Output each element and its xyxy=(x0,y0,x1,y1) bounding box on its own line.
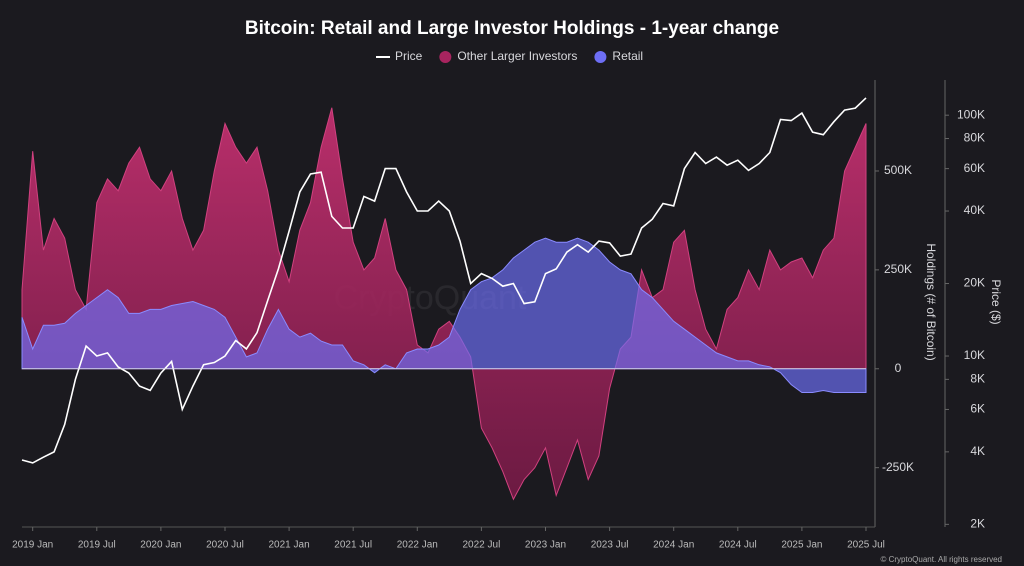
y-axis-title: Holdings (# of Bitcoin) xyxy=(924,243,938,360)
x-tick-label: 2025 Jul xyxy=(847,540,885,551)
x-tick-label: 2024 Jan xyxy=(653,540,694,551)
y2-tick-label: 10K xyxy=(964,348,985,362)
x-tick-label: 2023 Jan xyxy=(525,540,566,551)
y-tick-label: -250K xyxy=(882,460,914,474)
x-tick-label: 2025 Jan xyxy=(781,540,822,551)
footer: © CryptoQuant. All rights reserved xyxy=(881,555,1003,564)
y2-axis-title: Price ($) xyxy=(989,279,1003,324)
x-tick-label: 2022 Jul xyxy=(462,540,500,551)
price-line xyxy=(21,97,867,464)
y2-tick-label: 20K xyxy=(964,276,985,290)
y-tick-label: 500K xyxy=(884,163,912,177)
legend-swatch xyxy=(439,51,452,63)
legend-label: Price xyxy=(395,49,423,63)
y2-tick-label: 40K xyxy=(964,203,985,217)
x-tick-label: 2022 Jan xyxy=(397,540,438,551)
x-tick-label: 2020 Jul xyxy=(206,540,244,551)
x-tick-label: 2024 Jul xyxy=(719,540,757,551)
x-tick-label: 2019 Jul xyxy=(78,540,116,551)
y-tick-label: 250K xyxy=(884,262,912,276)
y2-tick-label: 6K xyxy=(970,402,985,416)
y2-tick-label: 80K xyxy=(964,131,985,145)
x-tick-label: 2021 Jul xyxy=(334,540,372,551)
y2-tick-label: 4K xyxy=(970,444,985,458)
x-tick-label: 2020 Jan xyxy=(140,540,181,551)
x-tick-label: 2023 Jul xyxy=(591,540,629,551)
legend-label: Other Larger Investors xyxy=(457,49,577,63)
x-tick-label: 2019 Jan xyxy=(12,540,53,551)
y-tick-label: 0 xyxy=(895,361,902,375)
x-tick-label: 2021 Jan xyxy=(269,540,310,551)
y2-tick-label: 8K xyxy=(970,372,985,386)
y2-tick-label: 2K xyxy=(970,517,985,531)
chart-title: Bitcoin: Retail and Large Investor Holdi… xyxy=(245,18,779,39)
legend-swatch xyxy=(594,51,607,63)
y2-tick-label: 60K xyxy=(964,161,985,175)
area xyxy=(21,237,867,393)
legend-label: Retail xyxy=(612,49,643,63)
y2-tick-label: 100K xyxy=(957,107,985,121)
